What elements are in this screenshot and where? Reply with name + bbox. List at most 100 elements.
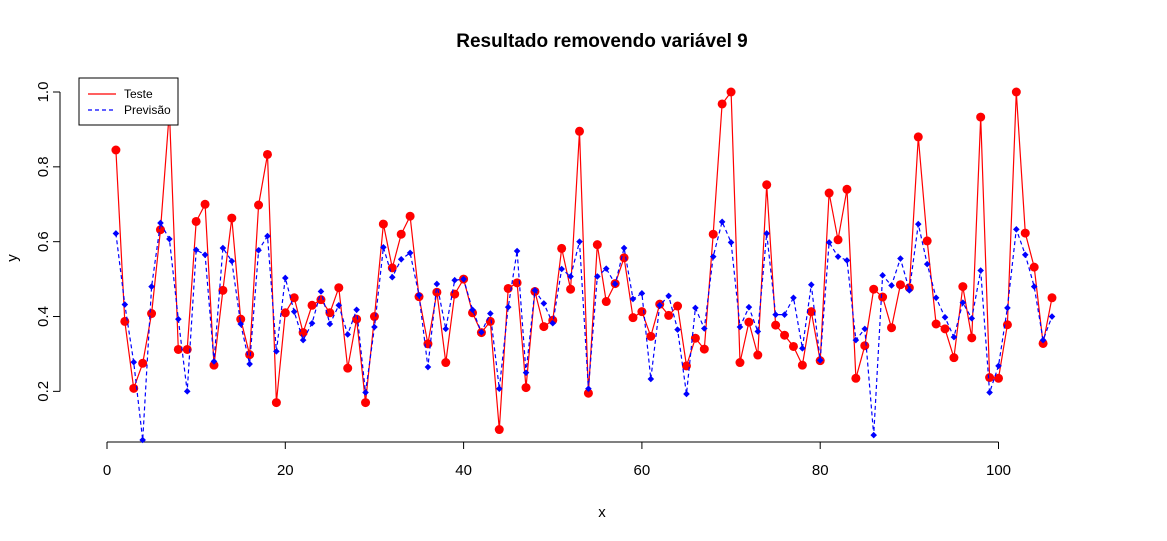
data-point-teste xyxy=(1029,262,1039,272)
data-point-previsao xyxy=(442,325,450,333)
data-point-previsao xyxy=(959,299,967,306)
data-point-teste xyxy=(369,312,379,322)
data-point-previsao xyxy=(736,323,744,331)
data-point-teste xyxy=(155,225,165,235)
data-point-previsao xyxy=(1039,336,1047,344)
data-point-teste xyxy=(673,301,683,311)
data-point-previsao xyxy=(183,388,191,395)
data-point-previsao xyxy=(879,272,886,279)
data-point-previsao xyxy=(567,273,574,280)
data-point-teste xyxy=(762,180,772,190)
data-point-previsao xyxy=(816,356,824,364)
data-point-teste xyxy=(637,307,647,317)
data-point-previsao xyxy=(362,389,369,396)
data-point-previsao xyxy=(540,300,548,307)
data-point-previsao xyxy=(1030,283,1038,290)
data-point-previsao xyxy=(888,282,895,289)
data-point-previsao xyxy=(772,311,779,318)
data-point-teste xyxy=(994,373,1004,383)
data-point-previsao xyxy=(558,265,565,273)
x-axis-label: x xyxy=(598,504,606,521)
data-point-teste xyxy=(592,240,602,250)
data-point-previsao xyxy=(406,249,414,257)
data-point-previsao xyxy=(371,323,378,331)
data-point-previsao xyxy=(861,325,869,333)
data-point-previsao xyxy=(139,436,146,444)
data-point-teste xyxy=(396,229,406,239)
data-point-teste xyxy=(628,313,638,323)
data-point-previsao xyxy=(692,304,699,312)
data-point-teste xyxy=(575,126,584,136)
data-point-previsao xyxy=(433,280,441,288)
data-point-previsao xyxy=(638,290,646,297)
data-point-previsao xyxy=(968,315,976,322)
data-point-previsao xyxy=(807,281,815,289)
data-point-teste xyxy=(788,341,798,351)
legend-label-previsao: Previsão xyxy=(124,103,171,117)
data-point-previsao xyxy=(504,303,512,311)
data-point-teste xyxy=(1020,228,1030,238)
data-point-previsao xyxy=(781,311,788,318)
data-point-previsao xyxy=(112,230,120,237)
data-point-teste xyxy=(1047,293,1057,303)
data-point-teste xyxy=(343,363,353,373)
data-point-previsao xyxy=(790,294,797,302)
data-point-previsao xyxy=(282,274,289,282)
data-point-previsao xyxy=(914,220,922,228)
data-point-previsao xyxy=(647,375,655,383)
data-point-teste xyxy=(664,310,674,320)
data-point-previsao xyxy=(157,219,164,227)
data-point-previsao xyxy=(228,257,236,265)
data-point-previsao xyxy=(451,276,458,284)
data-point-teste xyxy=(147,309,157,319)
data-point-previsao xyxy=(121,301,129,308)
data-point-teste xyxy=(940,324,950,334)
data-point-teste xyxy=(1011,87,1021,97)
data-point-teste xyxy=(949,353,959,363)
y-tick-label: 0.2 xyxy=(35,381,52,402)
data-point-previsao xyxy=(513,247,521,255)
data-point-teste xyxy=(334,283,344,293)
data-point-teste xyxy=(485,316,495,326)
data-point-teste xyxy=(361,398,371,408)
data-point-previsao xyxy=(594,273,601,280)
data-point-teste xyxy=(851,373,861,383)
data-point-previsao xyxy=(709,253,717,260)
data-point-teste xyxy=(512,278,522,288)
data-point-previsao xyxy=(219,244,227,252)
data-point-previsao xyxy=(906,287,913,294)
data-point-previsao xyxy=(326,320,334,328)
data-point-previsao xyxy=(299,336,307,344)
data-point-teste xyxy=(699,344,709,354)
legend: Teste Previsão xyxy=(78,77,179,126)
x-tick-label: 40 xyxy=(455,462,472,479)
data-point-previsao xyxy=(201,251,209,259)
data-point-teste xyxy=(539,322,549,332)
data-point-previsao xyxy=(246,360,253,368)
data-point-previsao xyxy=(585,385,592,393)
data-point-teste xyxy=(262,149,272,159)
data-point-teste xyxy=(289,293,299,303)
data-point-teste xyxy=(806,307,816,317)
data-point-teste xyxy=(1038,338,1048,348)
data-point-previsao xyxy=(166,235,173,243)
data-point-teste xyxy=(521,383,531,393)
data-point-previsao xyxy=(460,275,467,283)
series-line-previsao xyxy=(115,219,1053,441)
data-point-previsao xyxy=(255,246,262,254)
y-tick-label: 0.8 xyxy=(35,156,52,177)
data-point-previsao xyxy=(290,308,298,315)
y-axis-label: y xyxy=(4,254,21,262)
data-point-previsao xyxy=(950,333,958,341)
data-point-teste xyxy=(985,373,995,383)
y-tick-label: 0.4 xyxy=(35,306,52,327)
data-point-previsao xyxy=(130,358,138,366)
data-point-previsao xyxy=(727,239,735,246)
data-point-teste xyxy=(325,308,335,318)
data-point-teste xyxy=(887,323,897,333)
data-point-previsao xyxy=(308,319,316,327)
data-point-teste xyxy=(191,216,201,226)
data-point-previsao xyxy=(834,253,842,260)
x-axis: 0 20 40 60 80 100 xyxy=(103,441,1011,479)
data-point-teste xyxy=(352,314,362,324)
